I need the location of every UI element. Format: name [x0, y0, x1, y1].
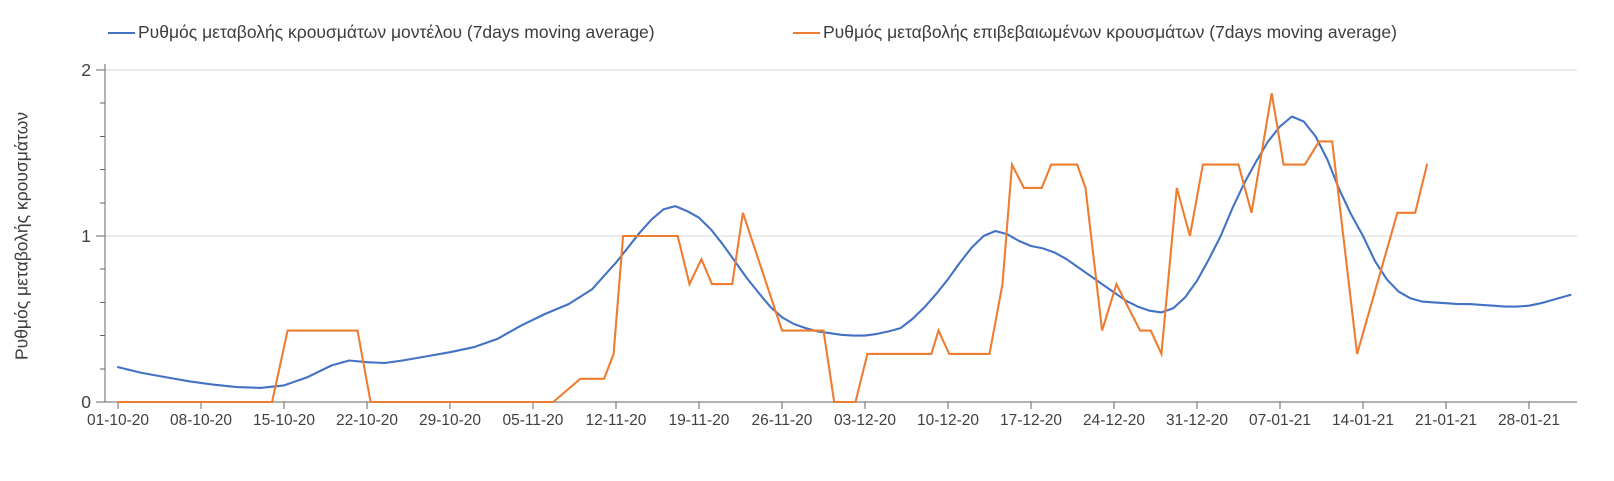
y-tick-label: 2 — [81, 60, 91, 80]
series-line-model — [116, 115, 1572, 389]
x-tick-label: 29-10-20 — [419, 412, 481, 429]
y-tick-label: 1 — [81, 226, 91, 246]
legend-line-swatch-model — [108, 31, 135, 34]
x-tick-label: 26-11-20 — [752, 412, 813, 429]
x-tick-label: 28-01-21 — [1498, 412, 1560, 429]
x-tick-label: 22-10-20 — [336, 412, 398, 429]
x-tick-label: 10-12-20 — [917, 412, 979, 429]
x-tick-label: 12-11-20 — [586, 412, 647, 429]
x-tick-label: 24-12-20 — [1083, 412, 1145, 429]
x-tick-label: 05-11-20 — [503, 412, 564, 429]
legend-label-model: Ρυθμός μεταβολής κρουσμάτων μοντέλου (7d… — [138, 22, 655, 42]
series-line-confirmed — [116, 93, 1429, 404]
x-tick-label: 01-10-20 — [87, 412, 149, 429]
x-tick-label: 19-11-20 — [669, 412, 730, 429]
legend-line-swatch-confirmed — [793, 31, 820, 34]
y-tick-label: 0 — [81, 392, 91, 412]
legend-item-model: Ρυθμός μεταβολής κρουσμάτων μοντέλου (7d… — [108, 22, 655, 43]
x-tick-label: 03-12-20 — [834, 412, 896, 429]
x-tick-label: 21-01-21 — [1415, 412, 1477, 429]
x-tick-label: 15-10-20 — [253, 412, 315, 429]
x-tick-label: 17-12-20 — [1000, 412, 1062, 429]
legend-item-confirmed: Ρυθμός μεταβολής επιβεβαιωμένων κρουσμάτ… — [793, 22, 1397, 43]
x-tick-label: 07-01-21 — [1249, 412, 1311, 429]
x-tick-label: 14-01-21 — [1332, 412, 1394, 429]
legend-label-confirmed: Ρυθμός μεταβολής επιβεβαιωμένων κρουσμάτ… — [823, 22, 1397, 42]
x-tick-label: 31-12-20 — [1166, 412, 1228, 429]
x-tick-label: 08-10-20 — [170, 412, 232, 429]
